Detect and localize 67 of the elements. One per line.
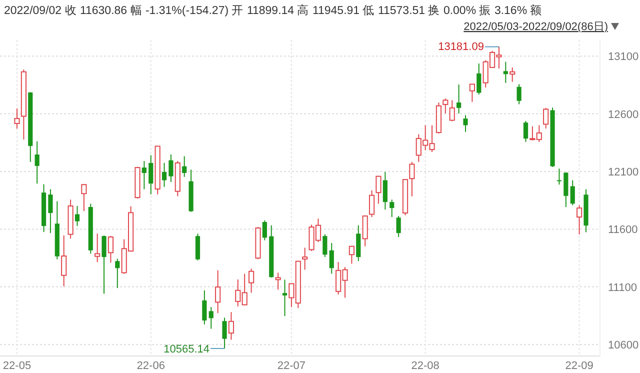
candlestick [195, 233, 200, 261]
y-tick-label: 13100 [608, 51, 639, 64]
candlestick [543, 107, 549, 130]
candlestick [476, 63, 482, 96]
x-tick-label: 22-06 [136, 360, 165, 372]
candlestick [48, 188, 53, 234]
candlestick [215, 270, 221, 314]
candlestick [510, 66, 516, 82]
candlestick [463, 114, 468, 132]
candlestick [14, 108, 20, 130]
x-tick-label: 22-07 [277, 360, 306, 372]
annotation: 13181.09 [438, 40, 484, 53]
candlestick [182, 156, 187, 178]
candlestick [390, 199, 394, 218]
candlestick [523, 120, 528, 142]
candlestick [382, 171, 388, 210]
candlestick [348, 245, 355, 264]
candlestick [162, 162, 167, 188]
candlestick [61, 234, 67, 287]
candlestick [248, 268, 254, 294]
candlestick [409, 161, 415, 197]
candlestick [556, 168, 562, 186]
x-tick-label: 22-09 [565, 360, 594, 372]
y-tick-label: 10600 [608, 339, 639, 352]
candlestick [449, 100, 455, 122]
candlestick [168, 154, 174, 182]
candlestick [81, 184, 87, 212]
candlestick [503, 61, 508, 84]
candlestick [516, 84, 522, 105]
candlestick [94, 233, 100, 263]
candlestick [356, 224, 361, 262]
candlestick [456, 84, 462, 114]
candlestick [576, 204, 582, 235]
candlestick [142, 160, 146, 190]
y-tick-label: 12100 [608, 166, 639, 178]
candlestick [302, 247, 308, 270]
y-tick-label: 11600 [608, 224, 638, 236]
candlestick [322, 234, 328, 258]
candlestick [362, 215, 368, 247]
candlestick [329, 242, 334, 274]
chart-title: 2022/09/02 收 11630.86 幅 -1.31%(-154.27) 开 11899.14 高 11945.91 低 11573.51 换 0.00% 振 3.16% 额 [4, 3, 542, 17]
y-tick-label: 11100 [608, 282, 637, 294]
candlestick [34, 140, 40, 184]
candlestick [275, 272, 281, 290]
x-tick-label: 22-08 [411, 360, 440, 372]
x-tick-label: 22-05 [2, 360, 32, 372]
candlestick [102, 234, 106, 294]
candlestick [228, 312, 234, 340]
candlestick [469, 83, 475, 102]
candlestick [442, 98, 448, 114]
candlestick [262, 220, 267, 241]
candlestick [148, 154, 154, 195]
chart-subtitle: 2022/05/03-2022/09/02(86日) [464, 21, 608, 33]
candlestick [564, 172, 568, 208]
candlestick [108, 236, 114, 264]
candlestick [208, 306, 214, 330]
annotation: 10565.14 [164, 343, 210, 356]
candlestick [396, 215, 401, 238]
candlestick [376, 175, 382, 204]
candlestick [570, 180, 575, 206]
candlestick [368, 190, 375, 218]
candlestick [202, 290, 207, 325]
candlestick [115, 258, 120, 289]
y-tick-label: 12600 [608, 108, 639, 121]
candlestick [222, 317, 227, 349]
candlestick [282, 279, 288, 317]
candlestick [74, 205, 80, 227]
